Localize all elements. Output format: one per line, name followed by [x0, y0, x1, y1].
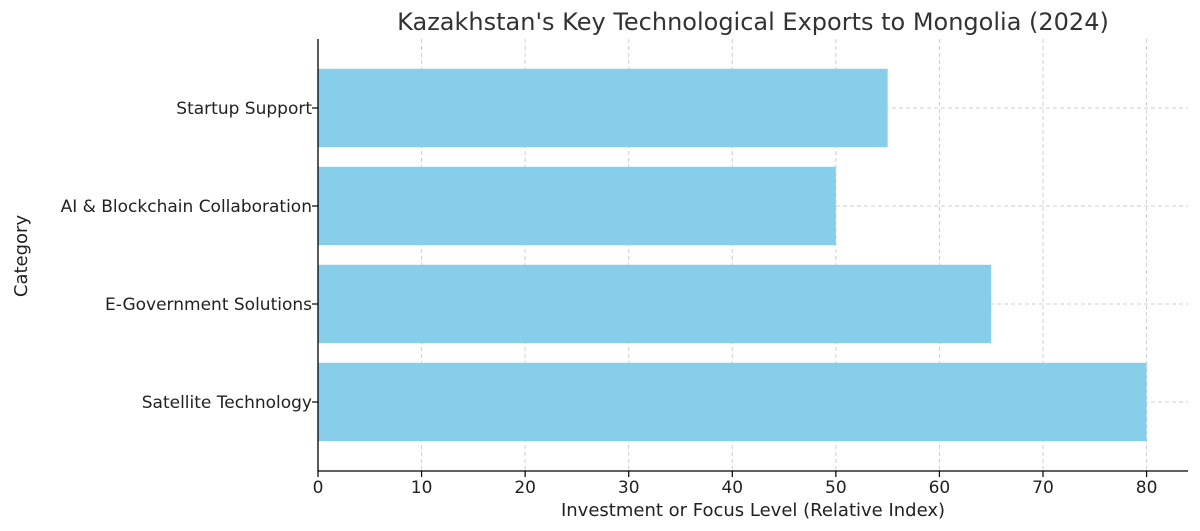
bar	[318, 68, 888, 148]
x-tick-label: 20	[514, 478, 536, 498]
x-tick-label: 10	[411, 478, 433, 498]
x-ticks: 0 10 20 30 40 50 60 70 80	[313, 471, 1158, 498]
x-tick-label: 40	[721, 478, 743, 498]
bar	[318, 264, 992, 344]
bar	[318, 362, 1147, 442]
chart-title: Kazakhstan's Key Technological Exports t…	[397, 8, 1109, 36]
x-tick-label: 70	[1032, 478, 1054, 498]
y-tick-label: Satellite Technology	[142, 393, 312, 413]
x-axis-label: Investment or Focus Level (Relative Inde…	[561, 500, 945, 521]
y-tick-label: AI & Blockchain Collaboration	[61, 197, 312, 217]
y-tick-label: E-Government Solutions	[105, 295, 312, 315]
bar	[318, 166, 836, 246]
x-tick-label: 50	[825, 478, 847, 498]
x-tick-label: 0	[313, 478, 324, 498]
y-ticks: Satellite Technology E-Government Solutio…	[61, 99, 318, 413]
x-tick-label: 30	[618, 478, 640, 498]
x-tick-label: 80	[1136, 478, 1158, 498]
y-axis-label: Category	[11, 215, 32, 298]
y-tick-label: Startup Support	[176, 99, 312, 119]
x-tick-label: 60	[929, 478, 951, 498]
bars	[318, 68, 1147, 442]
